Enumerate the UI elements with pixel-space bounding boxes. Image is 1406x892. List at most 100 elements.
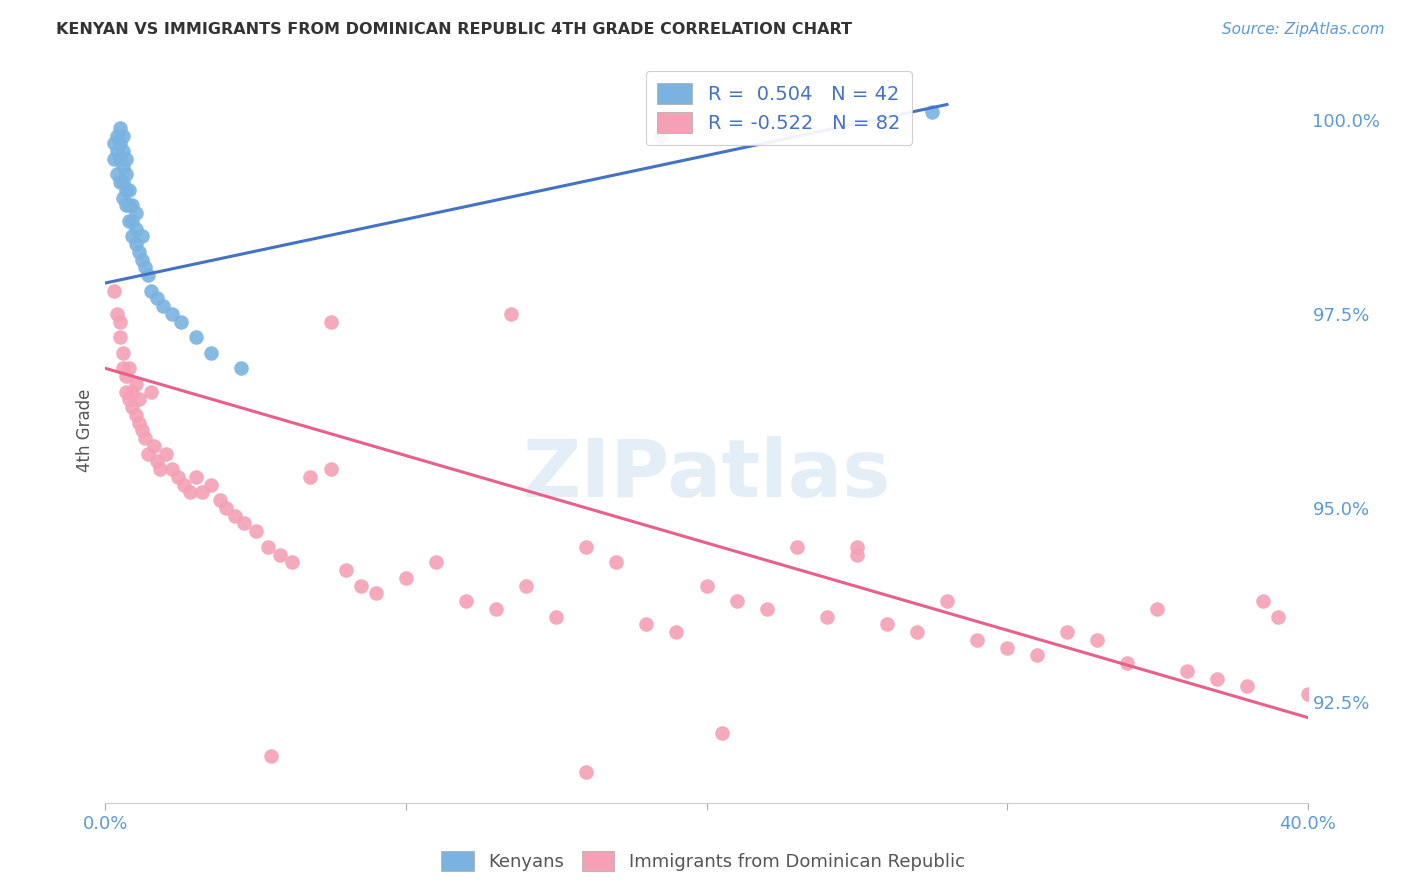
Point [755, 602, 778, 616]
Point [112, 361, 135, 376]
Point [121, 384, 143, 399]
Point [110, 330, 132, 344]
Point [179, 485, 201, 500]
Point [395, 571, 418, 585]
Point [256, 540, 278, 554]
Point [110, 136, 132, 151]
Point [650, 128, 672, 143]
Point [115, 198, 138, 212]
Point [815, 609, 838, 624]
Point [124, 408, 146, 422]
Point [786, 540, 808, 554]
Legend: R =  0.504   N = 42, R = -0.522   N = 82: R = 0.504 N = 42, R = -0.522 N = 82 [645, 71, 911, 145]
Point [155, 447, 177, 461]
Point [936, 594, 959, 608]
Point [112, 128, 135, 143]
Point [110, 175, 132, 189]
Point [121, 214, 143, 228]
Point [131, 252, 153, 267]
Point [845, 548, 868, 562]
Point [1296, 687, 1319, 701]
Point [605, 555, 627, 569]
Point [128, 244, 150, 259]
Point [546, 609, 568, 624]
Point [115, 369, 138, 384]
Point [1146, 602, 1168, 616]
Point [110, 152, 132, 166]
Point [696, 578, 718, 592]
Point [145, 292, 167, 306]
Point [1116, 656, 1139, 670]
Point [160, 307, 183, 321]
Point [319, 462, 342, 476]
Point [1175, 664, 1198, 678]
Point [1236, 680, 1258, 694]
Point [245, 524, 267, 539]
Point [200, 346, 222, 360]
Point [115, 384, 138, 399]
Point [103, 152, 125, 166]
Point [112, 144, 135, 158]
Point [224, 508, 246, 523]
Point [107, 167, 129, 181]
Point [298, 470, 321, 484]
Point [128, 392, 150, 407]
Text: Source: ZipAtlas.com: Source: ZipAtlas.com [1222, 22, 1385, 37]
Point [710, 726, 733, 740]
Point [214, 500, 236, 515]
Point [200, 477, 222, 491]
Point [110, 315, 132, 329]
Point [112, 175, 135, 189]
Legend: Kenyans, Immigrants from Dominican Republic: Kenyans, Immigrants from Dominican Repub… [434, 844, 972, 879]
Point [112, 191, 135, 205]
Point [1056, 625, 1078, 640]
Point [1251, 594, 1274, 608]
Point [232, 516, 254, 531]
Point [134, 260, 156, 275]
Point [124, 221, 146, 235]
Point [184, 470, 207, 484]
Point [152, 299, 174, 313]
Point [575, 540, 598, 554]
Point [1026, 648, 1049, 663]
Point [112, 160, 135, 174]
Point [112, 346, 135, 360]
Point [136, 447, 159, 461]
Point [1085, 632, 1108, 647]
Point [118, 361, 141, 376]
Point [995, 640, 1018, 655]
Point [139, 284, 162, 298]
Point [121, 229, 143, 244]
Point [107, 128, 129, 143]
Point [121, 198, 143, 212]
Point [905, 625, 928, 640]
Point [208, 493, 231, 508]
Point [364, 586, 387, 600]
Point [134, 431, 156, 445]
Point [1267, 609, 1289, 624]
Point [160, 462, 183, 476]
Point [139, 384, 162, 399]
Point [148, 462, 170, 476]
Point [103, 136, 125, 151]
Point [118, 392, 141, 407]
Point [190, 485, 212, 500]
Point [131, 424, 153, 438]
Point [166, 470, 188, 484]
Point [124, 206, 146, 220]
Point [260, 749, 283, 764]
Point [184, 330, 207, 344]
Y-axis label: 4th Grade: 4th Grade [76, 389, 94, 472]
Point [281, 555, 304, 569]
Point [845, 540, 868, 554]
Point [115, 152, 138, 166]
Point [107, 307, 129, 321]
Point [665, 625, 688, 640]
Point [169, 315, 191, 329]
Point [115, 183, 138, 197]
Point [173, 477, 195, 491]
Point [124, 376, 146, 391]
Point [229, 361, 252, 376]
Point [118, 214, 141, 228]
Point [103, 284, 125, 298]
